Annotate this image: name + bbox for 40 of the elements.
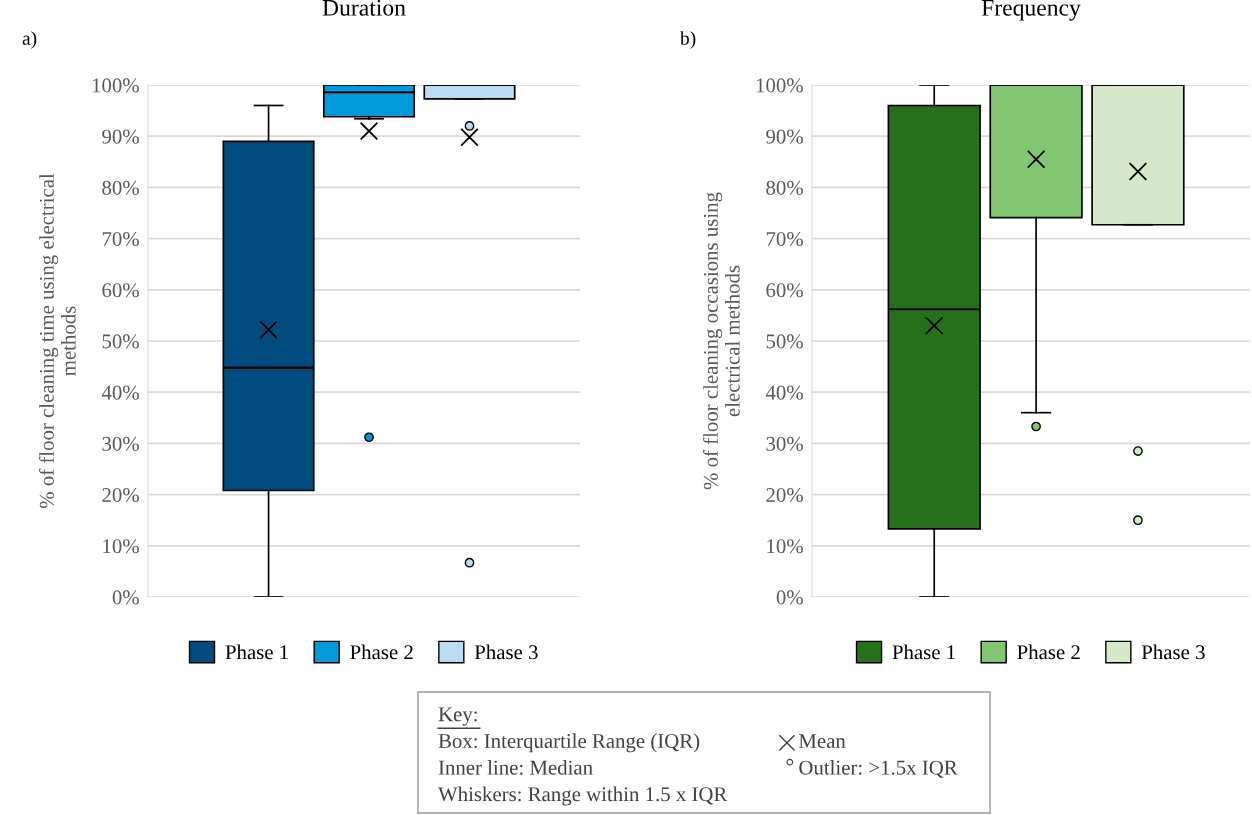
chart-title: Duration [322, 0, 406, 16]
y-tick-label: 80% [102, 180, 139, 195]
y-axis-title: % of floor cleaning occasions using electrical methods [703, 192, 740, 490]
legend-label: Phase 3 [1141, 644, 1205, 660]
chart-title: Frequency [981, 0, 1081, 21]
legend-label: Phase 1 [892, 644, 955, 660]
y-tick-label: 60% [102, 283, 139, 298]
legend-label: Phase 3 [474, 644, 538, 660]
y-tick-label: 50% [766, 334, 803, 349]
text: b) [680, 31, 696, 49]
y-tick-label: 80% [766, 180, 803, 195]
y-tick-label: 70% [766, 231, 803, 247]
y-axis-title: % of floor cleaning time using electrical methods [39, 173, 76, 509]
y-tick-label: 90% [102, 129, 139, 144]
text: Mean [798, 734, 846, 749]
y-tick-label: 20% [766, 487, 803, 503]
y-tick-label: 20% [102, 487, 139, 503]
legend-label: Phase 2 [350, 644, 413, 660]
y-tick-label: 0% [112, 590, 139, 605]
text: Outlier: >1.5x IQR [799, 759, 958, 778]
text: Key: [438, 707, 477, 726]
y-tick-label: 100% [92, 78, 139, 93]
legend-label: Phase 2 [1017, 644, 1080, 660]
y-tick-label: 10% [103, 539, 139, 554]
y-tick-label: 90% [766, 129, 803, 144]
legend-label: Phase 1 [225, 644, 288, 660]
y-tick-label: 30% [766, 436, 803, 451]
text: Inner line: Median [438, 759, 593, 775]
y-tick-label: 40% [765, 385, 803, 400]
y-tick-label: 40% [101, 385, 139, 400]
y-tick-label: 0% [776, 590, 803, 605]
y-tick-label: 50% [102, 334, 139, 349]
text: Box: Interquartile Range (IQR) [438, 733, 700, 753]
y-tick-label: 30% [102, 436, 139, 451]
y-tick-label: 70% [102, 231, 139, 247]
text: Whiskers: Range within 1.5 x IQR [438, 786, 728, 806]
y-tick-label: 100% [756, 78, 803, 93]
y-tick-label: 10% [767, 539, 803, 554]
text: a) [22, 31, 37, 49]
y-tick-label: 60% [766, 283, 803, 298]
